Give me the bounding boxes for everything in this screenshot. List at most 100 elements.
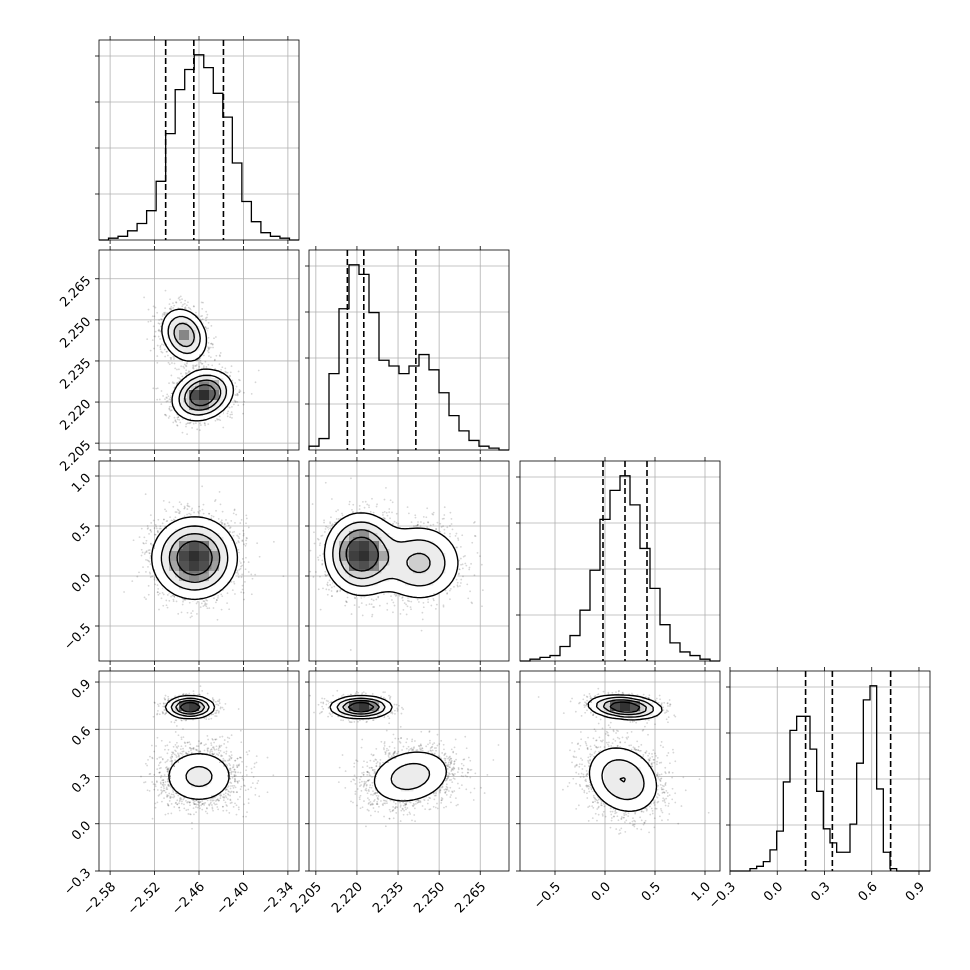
contour-fill-cell [179, 402, 184, 407]
scatter-point [156, 361, 159, 364]
scatter-point [182, 303, 185, 306]
contour-fill-cell [211, 394, 216, 399]
scatter-point [231, 417, 233, 419]
scatter-point [226, 415, 229, 418]
contour-fill-cell [195, 406, 200, 411]
scatter-point [235, 513, 238, 516]
contour-fill-cell [179, 310, 184, 315]
scatter-point [201, 307, 204, 310]
scatter-point [214, 368, 217, 370]
contour-fill-cell [183, 314, 188, 319]
scatter-point [189, 513, 192, 516]
contour-fill-cell [187, 378, 192, 383]
contour-line-2 [167, 315, 228, 416]
scatter-point [163, 348, 166, 351]
scatter-point [170, 358, 172, 361]
scatter-point [208, 512, 211, 515]
scatter-point [237, 370, 240, 373]
contour-fill-cell [191, 410, 196, 415]
scatter-point [244, 544, 247, 547]
scatter-point [146, 527, 149, 530]
scatter-point [183, 307, 186, 310]
scatter-point [233, 508, 236, 511]
scatter-point [150, 522, 153, 524]
contour-fill-cell [227, 382, 232, 387]
scatter-point [169, 356, 172, 359]
contour-fill-cell [179, 386, 184, 391]
scatter-point [203, 422, 206, 424]
scatter-point [159, 525, 162, 528]
scatter-point [172, 306, 175, 309]
contour-fill-cell [191, 398, 196, 403]
scatter-point [157, 329, 160, 332]
scatter-point [178, 418, 181, 421]
scatter-point [210, 514, 213, 517]
scatter-point [154, 306, 157, 309]
scatter-point [149, 529, 152, 531]
contour-fill-cell [211, 402, 216, 407]
scatter-point [205, 599, 207, 601]
scatter-point [205, 319, 207, 322]
y-tick-label: 2.235 [57, 356, 94, 393]
histogram-panel-3 [516, 457, 721, 665]
scatter-point [244, 580, 246, 583]
scatter-point [152, 325, 155, 328]
scatter-point [181, 375, 184, 378]
contour-fill-cell [211, 378, 216, 383]
scatter-point [237, 576, 240, 579]
scatter-point [198, 365, 201, 368]
scatter-point [201, 362, 204, 365]
scatter-point [257, 369, 260, 372]
scatter-point [181, 298, 183, 301]
scatter-point [177, 512, 180, 514]
scatter-point [182, 365, 185, 368]
scatter-point [192, 422, 195, 425]
scatter-point [199, 361, 202, 364]
scatter-point [179, 299, 181, 301]
scatter-point [211, 364, 214, 367]
scatter-point [229, 371, 232, 374]
contour-fill-cell [163, 338, 168, 343]
scatter-point [156, 344, 159, 347]
scatter-point [165, 414, 168, 417]
scatter-point [148, 532, 150, 535]
scatter-point [170, 357, 173, 359]
contour-fill-cell [199, 410, 204, 415]
contour-fill-cell [183, 406, 188, 411]
scatter-point [161, 591, 164, 594]
scatter-point [142, 542, 145, 544]
scatter-point [180, 372, 182, 375]
scatter-point [170, 374, 173, 377]
contour-fill-cell [171, 346, 176, 351]
scatter-point [212, 607, 215, 609]
scatter-point [175, 301, 178, 304]
contour-fill-cell [179, 382, 184, 387]
scatter-point [219, 520, 222, 523]
scatter-point [235, 394, 238, 397]
scatter-point [168, 363, 171, 366]
contour-fill-cell [203, 410, 208, 415]
contour-fill-cell [191, 322, 196, 327]
scatter-point [157, 322, 160, 325]
scatter-point [146, 559, 149, 562]
scatter-point [226, 602, 229, 605]
scatter-point [166, 519, 169, 522]
scatter-point [158, 398, 161, 401]
scatter-point [170, 305, 173, 308]
scatter-point [218, 415, 221, 418]
scatter-point [173, 362, 176, 365]
scatter-point [224, 370, 227, 373]
scatter-point [218, 354, 221, 357]
contour-fill-cell [207, 402, 212, 407]
contour-fill-cell [167, 346, 172, 351]
scatter-point [172, 600, 175, 603]
contour-fill-cell [191, 374, 196, 379]
contour-fill-cell [219, 386, 224, 391]
scatter-point [245, 556, 247, 559]
scatter-point [205, 327, 208, 330]
scatter-point [162, 499, 165, 502]
contour-fill-cell [183, 410, 188, 415]
scatter-point [205, 366, 208, 368]
contour-fill-cell [203, 334, 208, 339]
contour-fill-cell [175, 326, 180, 331]
